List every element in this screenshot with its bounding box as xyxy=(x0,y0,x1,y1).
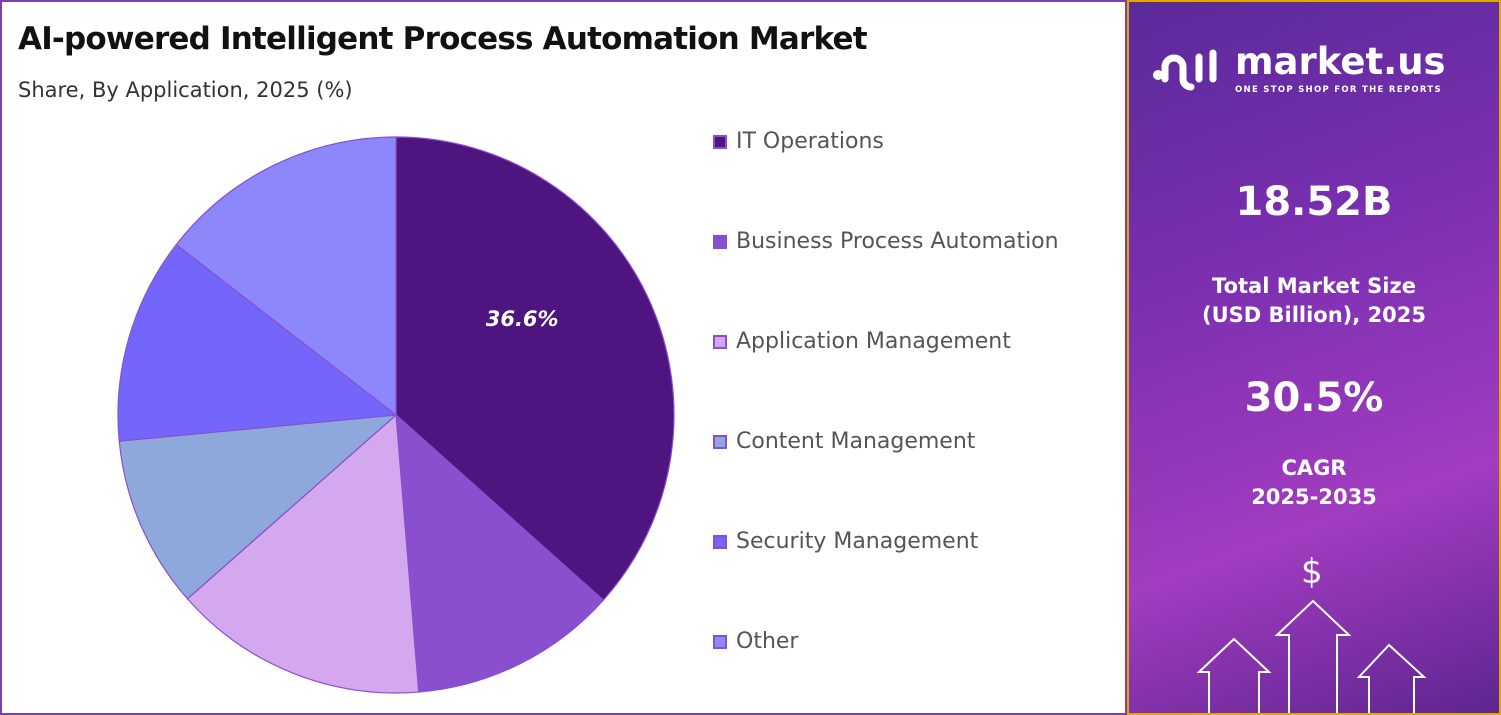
legend-item-other: Other xyxy=(713,628,798,656)
legend-swatch xyxy=(713,635,727,649)
legend-swatch xyxy=(713,535,727,549)
market-size-value: 18.52B xyxy=(1235,179,1393,225)
legend-swatch xyxy=(713,435,727,449)
cagr-label-2: 2025-2035 xyxy=(1251,485,1377,509)
legend-item-security-management: Security Management xyxy=(713,528,978,556)
market-size-label: Total Market Size (USD Billion), 2025 xyxy=(1129,272,1499,330)
pie-slice-it-operations xyxy=(395,136,675,601)
cagr-label: CAGR 2025-2035 xyxy=(1129,454,1499,512)
cagr-value: 30.5% xyxy=(1244,375,1384,421)
data-label-it-operations: 36.6% xyxy=(486,307,559,331)
legend-item-content-management: Content Management xyxy=(713,428,975,456)
pie-slice-business-process-automation xyxy=(395,413,605,693)
chart-subtitle: Share, By Application, 2025 (%) xyxy=(18,78,353,102)
pie-slice-security-management xyxy=(117,243,398,442)
pie-slice-application-management xyxy=(186,413,420,694)
brand-name: market.us xyxy=(1235,40,1446,83)
summary-panel: market.us ONE STOP SHOP FOR THE REPORTS … xyxy=(1127,0,1501,715)
chart-panel: AI-powered Intelligent Process Automatio… xyxy=(0,0,1127,715)
pie-chart: 36.6% xyxy=(117,136,675,694)
growth-arrows-icon xyxy=(1196,599,1427,713)
legend-swatch xyxy=(713,335,727,349)
chart-title: AI-powered Intelligent Process Automatio… xyxy=(18,21,868,57)
dollar-sign: $ xyxy=(1301,552,1323,592)
market-size-label-2: (USD Billion), 2025 xyxy=(1201,303,1427,327)
legend-label: Application Management xyxy=(736,329,1011,354)
legend-item-business-process-automation: Business Process Automation xyxy=(713,228,1059,256)
brand-tagline: ONE STOP SHOP FOR THE REPORTS xyxy=(1235,85,1442,95)
brand-logo: market.us ONE STOP SHOP FOR THE REPORTS xyxy=(1151,40,1446,96)
cagr-label-1: CAGR xyxy=(1281,456,1347,480)
pie-slice-content-management xyxy=(118,414,398,600)
legend-label: Other xyxy=(736,629,799,654)
legend-swatch xyxy=(713,135,727,149)
legend-label: Content Management xyxy=(736,429,976,454)
legend-label: Business Process Automation xyxy=(736,229,1059,254)
legend-swatch xyxy=(713,235,727,249)
legend-label: IT Operations xyxy=(736,129,884,154)
market-us-logo-icon xyxy=(1153,49,1217,91)
market-size-label-1: Total Market Size xyxy=(1212,274,1416,298)
legend-item-application-management: Application Management xyxy=(713,328,1011,356)
pie-slice-other xyxy=(175,136,397,417)
legend-label: Security Management xyxy=(736,529,979,554)
legend-item-it-operations: IT Operations xyxy=(713,128,884,156)
